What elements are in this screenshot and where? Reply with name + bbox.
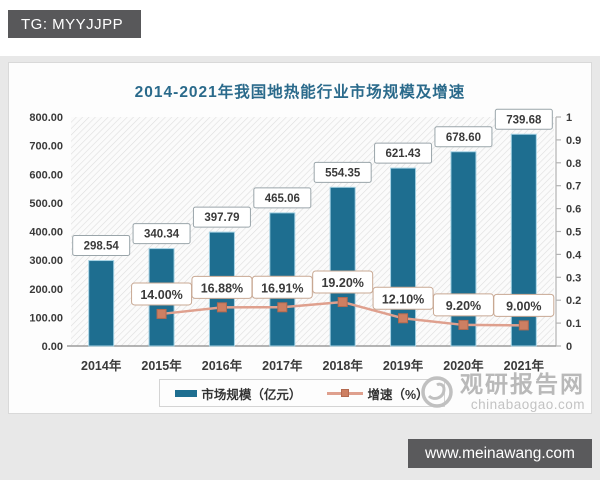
x-axis-label: 2014年 [81,358,122,373]
x-axis-label: 2017年 [262,358,303,373]
growth-value-label: 9.20% [446,299,481,313]
bar-2014年 [88,260,115,347]
right-axis-tick: 0 [566,341,572,353]
x-axis-label: 2018年 [323,358,364,373]
growth-value-label: 16.88% [201,281,243,295]
bar-value-label: 621.43 [385,148,420,160]
bar-value-box [253,187,312,209]
growth-marker-2018年 [337,297,348,308]
right-axis-tick: 0.9 [566,135,581,147]
site-url-text: www.meinawang.com [425,444,575,462]
left-axis-tick: 700.00 [29,141,63,153]
bar-value-box [374,142,433,164]
bar-value-label: 678.60 [446,132,481,144]
left-axis-tick: 100.00 [29,312,63,324]
x-axis-label: 2016年 [202,358,243,373]
right-axis-tick: 0.1 [566,318,581,330]
right-axis-tick: 0.6 [566,204,581,216]
left-axis-tick: 600.00 [29,169,63,181]
chart-image-frame: 800.00 700.00 600.00 500.00 400.00 300.00 200.… [0,56,600,480]
left-axis-tick: 300.00 [29,255,63,267]
bar-value-label: 340.34 [144,229,180,241]
growth-value-label: 12.10% [382,292,424,306]
x-axis-label: 2015年 [141,358,182,373]
left-axis-tick: 400.00 [29,227,63,239]
bar-value-label: 465.06 [265,193,300,205]
right-axis-tick: 0.3 [566,272,581,284]
bar-value-box [313,161,372,183]
x-axis-label: 2020年 [443,358,484,373]
bar-value-box [434,126,493,148]
left-axis-tick: 500.00 [29,198,63,210]
line-swatch-marker [341,389,350,397]
right-axis-tick: 0.4 [566,249,582,261]
growth-marker-2017年 [277,302,288,313]
bar-value-label: 554.35 [325,167,361,179]
site-url-bar: www.meinawang.com [408,439,592,468]
right-axis-tick: 0.7 [566,181,581,193]
bar-2018年 [329,186,356,347]
growth-marker-2019年 [398,313,409,324]
growth-value-box [312,270,374,294]
right-axis-tick: 0.5 [566,227,581,239]
chart-title: 2014-2021年我国地热能行业市场规模及增速 [134,84,466,101]
growth-value-label: 14.00% [140,288,182,302]
legend: 市场规模（亿元） 增速（%） [159,379,445,407]
bar-series-swatch [175,389,198,397]
bar-value-label: 397.79 [204,212,239,224]
growth-marker-2021年 [518,320,529,331]
bar-value-box [132,223,191,245]
growth-marker-2016年 [216,302,227,313]
bar-2020年 [450,151,477,347]
x-axis-label: 2019年 [383,358,424,373]
growth-value-label: 9.00% [506,299,541,313]
growth-marker-2015年 [156,308,167,319]
legend-item-market-size: 市场规模（亿元） [175,384,301,403]
growth-value-label: 19.20% [321,276,363,290]
tg-badge-text: TG: MYYJJPP [21,15,124,33]
x-axis-label: 2021年 [504,358,545,373]
tg-badge: TG: MYYJJPP [8,10,141,38]
bar-value-box [192,206,251,228]
right-axis-tick: 0.8 [566,158,581,170]
right-axis-tick: 1 [566,112,572,124]
bar-value-label: 298.54 [84,241,120,253]
bar-value-box [494,108,553,130]
chart-canvas: 800.00 700.00 600.00 500.00 400.00 300.00 200.… [29,108,582,373]
left-axis-tick: 0.00 [42,341,63,353]
line-series-swatch [327,388,364,398]
left-axis-tick: 800.00 [29,112,63,124]
left-axis-tick: 200.00 [29,284,63,296]
bar-value-label: 739.68 [506,114,542,126]
right-axis-tick: 0.2 [566,295,581,307]
legend-item-growth: 增速（%） [327,384,429,403]
growth-value-label: 16.91% [261,281,303,295]
chart-card: 800.00 700.00 600.00 500.00 400.00 300.00 200.… [8,62,592,414]
growth-value-box [493,293,555,317]
growth-marker-2020年 [458,319,469,330]
legend-label-market-size: 市场规模（亿元） [201,387,302,402]
bar-value-box [72,235,131,257]
legend-label-growth: 增速（%） [367,387,429,402]
